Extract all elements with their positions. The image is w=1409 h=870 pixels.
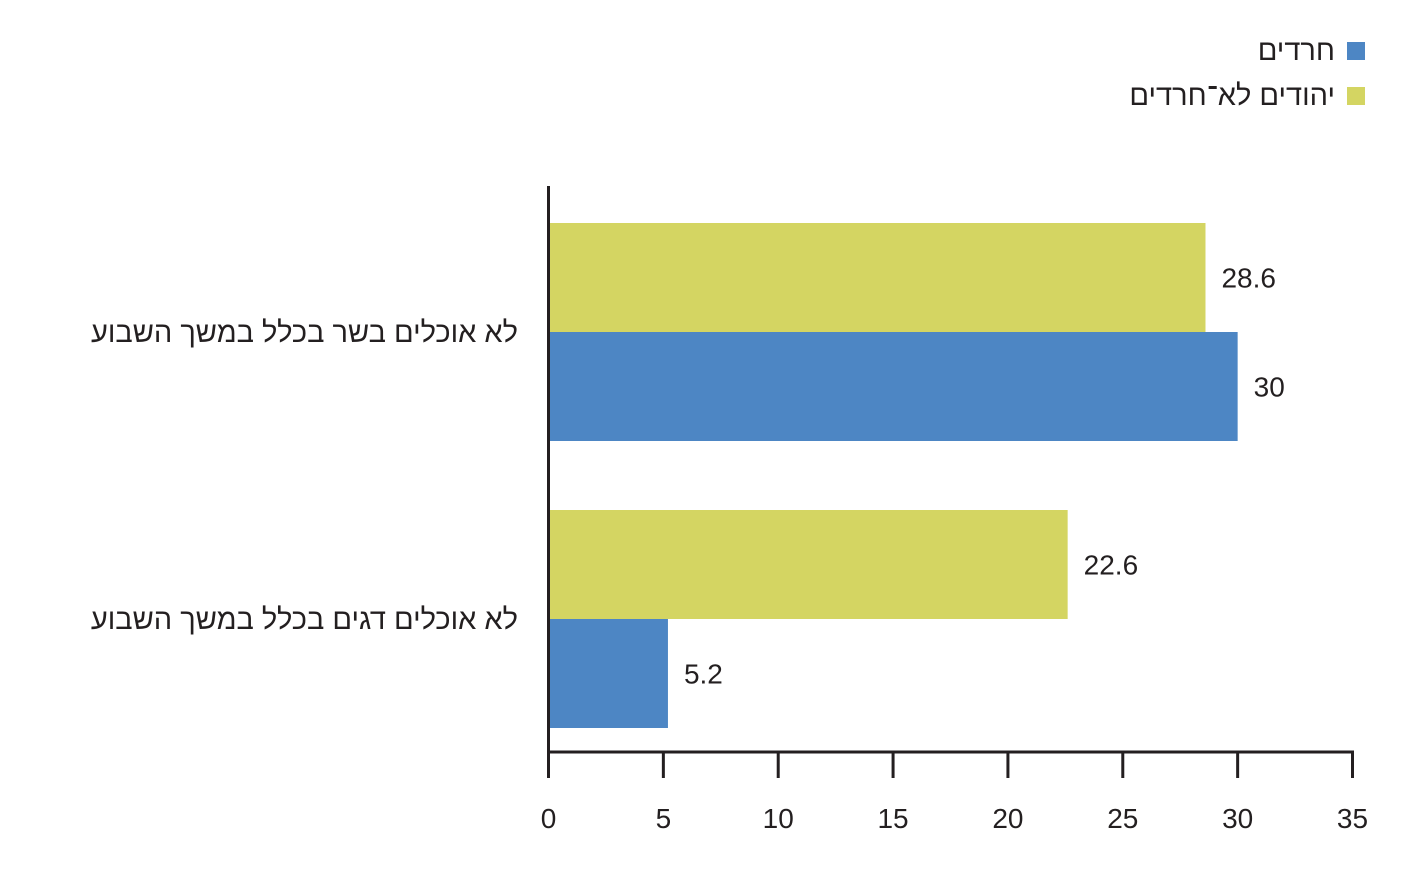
legend-swatch-non-haredi-jews (1347, 87, 1365, 105)
x-tick-label-10: 10 (763, 803, 794, 834)
data-label-series-2-category-2: 5.2 (684, 659, 723, 690)
category-label-2: לא אוכלים דגים בכלל במשך השבוע (91, 604, 518, 636)
legend-item-non-haredi-jews: יהודים לא־חרדים (1129, 81, 1365, 111)
data-label-series-2-category-1: 30 (1254, 372, 1285, 403)
bar-series-2-category-2 (548, 619, 668, 728)
legend-item-haredim: חרדים (1129, 36, 1365, 66)
legend-label-non-haredi-jews: יהודים לא־חרדים (1129, 80, 1335, 112)
x-tick-label-30: 30 (1222, 803, 1253, 834)
x-tick-label-20: 20 (992, 803, 1023, 834)
legend-label-haredim: חרדים (1257, 35, 1335, 67)
bar-series-1-category-1 (548, 223, 1206, 332)
category-label-1: לא אוכלים בשר בכלל במשך השבוע (91, 317, 518, 349)
x-tick-label-5: 5 (656, 803, 672, 834)
data-label-series-1-category-2: 22.6 (1084, 550, 1139, 581)
data-label-series-1-category-1: 28.6 (1221, 263, 1276, 294)
bar-series-2-category-1 (548, 332, 1238, 441)
chart-legend: חרדים יהודים לא־חרדים (1129, 36, 1365, 126)
x-tick-label-25: 25 (1107, 803, 1138, 834)
bar-series-1-category-2 (548, 510, 1068, 619)
x-tick-label-0: 0 (541, 803, 557, 834)
x-tick-label-15: 15 (877, 803, 908, 834)
legend-swatch-haredim (1347, 42, 1365, 60)
x-tick-label-35: 35 (1337, 803, 1368, 834)
